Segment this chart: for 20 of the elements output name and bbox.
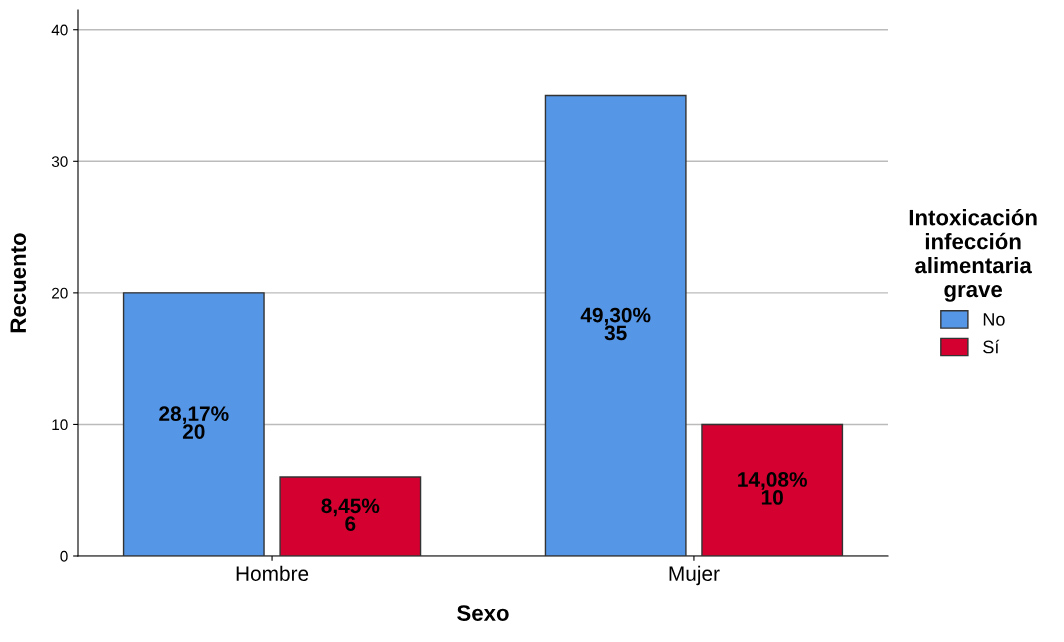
legend-label: Sí [983, 339, 1000, 354]
bar [279, 476, 422, 556]
bar [701, 423, 844, 556]
y-tick-label: 0 [60, 550, 68, 562]
data-label: 49,30% 35 [580, 307, 651, 341]
bar [122, 292, 265, 556]
y-tick-label: 40 [51, 24, 68, 36]
y-axis-title: Recuento [10, 233, 27, 333]
y-tick-label: 20 [52, 287, 68, 299]
bar [544, 94, 687, 556]
data-label: 28,17% 20 [159, 406, 229, 439]
x-tick-label: Mujer [669, 565, 720, 586]
data-label: 8,45% 6 [321, 498, 380, 532]
legend-title: Intoxicación infección alimentaria grave [909, 208, 1037, 302]
x-axis-title: Sexo [457, 605, 509, 621]
y-tick-label: 30 [51, 156, 68, 167]
legend-label: No [983, 313, 1005, 326]
y-tick-label: 10 [52, 419, 68, 431]
data-label: 14,08% 10 [738, 472, 807, 505]
x-tick-label: Hombre [236, 565, 309, 582]
